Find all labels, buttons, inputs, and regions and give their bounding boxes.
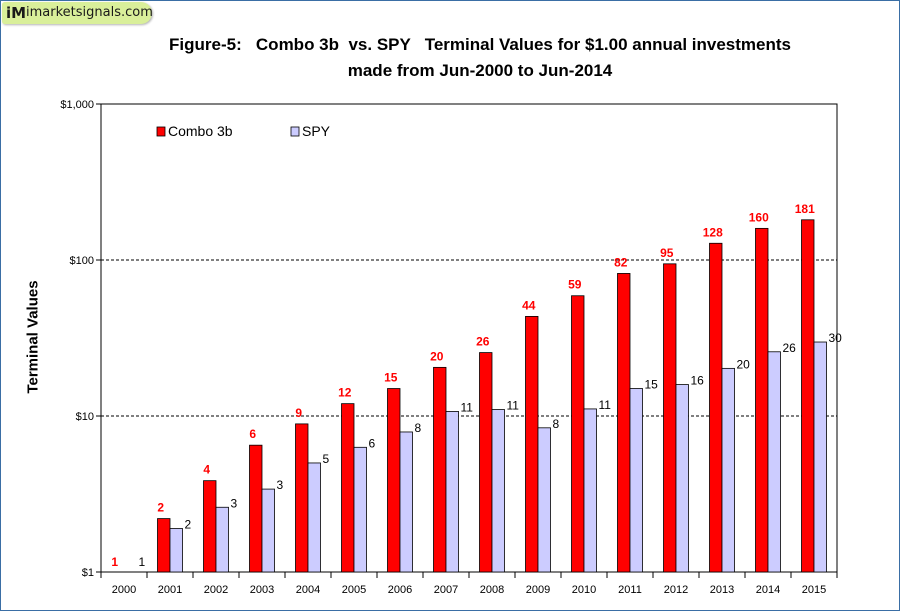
x-tick-label: 2006 [388,584,412,596]
data-label-combo3b: 2 [157,501,164,515]
data-label-spy: 16 [691,374,705,388]
data-label-spy: 3 [277,478,284,492]
logo-mark: iM [6,4,27,22]
x-tick-label: 2000 [112,584,136,596]
bar-spy [537,427,551,573]
data-label-combo3b: 128 [703,225,723,239]
y-tick-label: $100 [70,255,94,267]
data-label-combo3b: 1 [111,555,118,569]
x-tick-label: 2004 [296,584,320,596]
data-label-spy: 1 [139,555,146,569]
bar-combo3b [801,219,815,573]
bar-spy [583,408,597,573]
y-tick-label: $10 [76,411,94,423]
data-label-spy: 11 [461,400,474,414]
data-label-combo3b: 82 [614,255,628,269]
data-label-spy: 8 [553,417,560,431]
y-tick-label: $1,000 [60,99,94,111]
data-label-combo3b: 59 [568,278,582,292]
bar-spy [675,384,689,573]
x-tick-label: 2009 [526,584,550,596]
data-label-combo3b: 4 [203,463,210,477]
bar-combo3b [479,352,493,573]
data-label-combo3b: 9 [295,406,302,420]
data-label-combo3b: 160 [749,210,769,224]
bar-combo3b [755,227,769,573]
bar-spy [721,367,735,573]
bar-combo3b [663,263,677,573]
data-label-combo3b: 26 [476,335,490,349]
legend-label-combo3b: Combo 3b [168,123,233,139]
x-tick-label: 2015 [802,584,826,596]
bar-combo3b [203,480,217,573]
data-label-combo3b: 20 [430,349,444,363]
legend-swatch-spy [290,126,300,137]
data-label-spy: 15 [645,378,659,392]
legend-label-spy: SPY [302,123,331,139]
logo-text: imarketsignals.com [26,5,153,20]
chart-subtitle: made from Jun-2000 to Jun-2014 [347,61,613,80]
bar-combo3b [709,242,723,573]
bar-spy [261,488,275,573]
x-tick-label: 2010 [572,584,596,596]
bar-spy [169,528,183,573]
bar-combo3b [617,273,631,573]
data-label-spy: 30 [829,331,843,345]
data-label-spy: 20 [737,357,751,371]
bar-spy [629,388,643,573]
x-tick-label: 2001 [158,584,182,596]
data-label-combo3b: 181 [795,202,815,216]
legend-swatch-combo3b [156,126,166,137]
x-tick-label: 2011 [618,584,642,596]
x-tick-label: 2013 [710,584,734,596]
data-label-spy: 5 [323,452,330,466]
bar-spy [813,341,827,573]
data-label-combo3b: 95 [660,246,674,260]
x-tick-label: 2005 [342,584,366,596]
x-tick-label: 2003 [250,584,274,596]
bar-combo3b [571,295,585,573]
data-label-spy: 6 [369,436,376,450]
data-label-spy: 11 [599,398,612,412]
bar-combo3b [295,423,309,573]
x-tick-label: 2014 [756,584,780,596]
site-logo[interactable]: iM imarketsignals.com [2,2,153,24]
data-label-spy: 26 [783,341,797,355]
data-label-spy: 2 [185,518,192,532]
chart-title-block: Figure-5: Combo 3b vs. SPY Terminal Valu… [120,32,840,84]
bar-combo3b [249,444,263,573]
bar-spy [445,411,459,573]
bar-spy [353,446,367,573]
x-tick-label: 2007 [434,584,458,596]
x-tick-label: 2012 [664,584,688,596]
data-label-spy: 3 [231,496,238,510]
chart-title: Figure-5: Combo 3b vs. SPY Terminal Valu… [169,35,791,54]
data-label-combo3b: 6 [249,427,256,441]
bar-combo3b [157,518,171,573]
y-tick-label: $1 [82,567,94,579]
data-label-spy: 11 [507,399,520,413]
bar-combo3b [341,403,355,573]
bar-spy [307,462,321,573]
bar-spy [215,506,229,573]
bar-spy [399,431,413,573]
x-tick-label: 2008 [480,584,504,596]
legend: Combo 3b SPY [156,123,331,139]
bar-spy [767,351,781,573]
bar-spy [491,409,505,573]
x-tick-label: 2002 [204,584,228,596]
bar-combo3b [387,388,401,573]
data-label-spy: 8 [415,421,422,435]
bar-combo3b [433,366,447,573]
data-label-combo3b: 44 [522,298,536,312]
data-label-combo3b: 12 [338,386,352,400]
bar-combo3b [525,315,539,573]
data-label-combo3b: 15 [384,371,398,385]
